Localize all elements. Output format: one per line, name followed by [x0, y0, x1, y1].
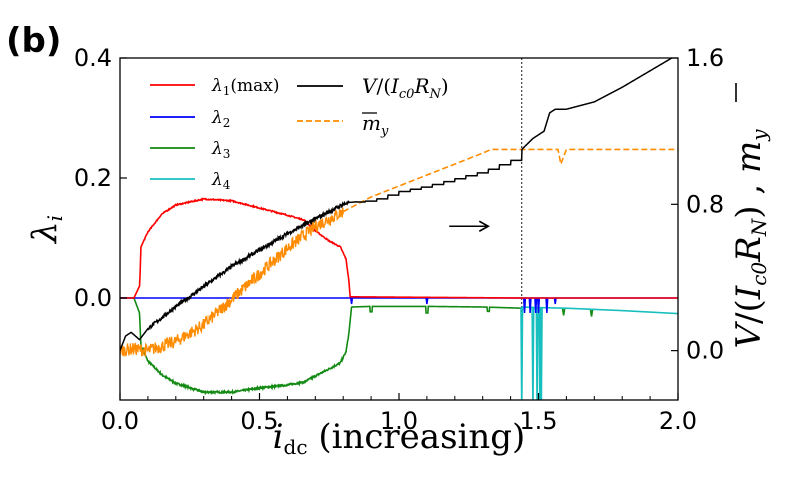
y-right-axis-title: V/(Ic0RN) , my	[729, 129, 771, 349]
my-series-dashed	[342, 148, 678, 213]
y-right-tick-label: 0.0	[686, 337, 724, 365]
legend-label-lambda1: λ1(max)	[211, 76, 280, 98]
axes: 0.0 0.5 1.0 1.5 2.0 0.0 0.2 0.4 0.0 0.8 1.6 idc (in…	[25, 44, 771, 459]
x-tick-label: 2.0	[659, 407, 697, 435]
y-right-tick-label: 1.6	[686, 44, 724, 72]
x-tick-label: 1.0	[380, 407, 418, 435]
lambda4-series-line	[521, 306, 678, 315]
plot-area	[120, 58, 678, 400]
plot-frame	[119, 57, 679, 401]
panel-label: (b)	[6, 21, 61, 61]
voltage-series-line	[120, 58, 674, 351]
lambda4-dip-2	[531, 307, 535, 400]
lambda3-series-line	[120, 297, 522, 396]
y-right-tick-label: 0.8	[686, 190, 724, 218]
direction-arrow-head	[478, 220, 490, 232]
lambda1-series-line	[120, 197, 678, 299]
legend-label-my: my	[362, 111, 389, 139]
legend-label-voltage: V/(Ic0RN)	[362, 74, 449, 102]
lambda4-dip-3	[535, 307, 539, 400]
lambda2-spike-4	[528, 297, 532, 314]
legend-label-lambda2: λ2	[211, 108, 230, 130]
legend-label-lambda4: λ4	[211, 170, 231, 192]
legend-label-lambda3: λ3	[211, 139, 230, 161]
x-tick-label: 1.5	[519, 407, 557, 435]
legend: λ1(max) λ2 λ3 λ4 V/(Ic0RN) my	[150, 74, 449, 192]
lambda2-spike-7	[545, 297, 549, 314]
lambda2-spike-2	[425, 297, 429, 305]
y-left-tick-label: 0.0	[74, 284, 112, 312]
lambda4-dip-1	[520, 306, 524, 400]
x-axis-title: idc (increasing)	[273, 417, 526, 459]
x-tick-label: 0.5	[240, 407, 278, 435]
x-tick-label: 0.0	[101, 407, 139, 435]
lambda3-spike-2	[589, 309, 594, 317]
lambda2-spike-8	[553, 297, 557, 305]
y-left-tick-label: 0.4	[74, 44, 112, 72]
lambda2-spike-3	[522, 297, 527, 314]
lambda4-dip-5	[539, 307, 543, 400]
lambda2-spike-1	[349, 297, 354, 305]
lambda3-spike-1	[561, 308, 566, 316]
y-left-axis-title: λi	[25, 215, 67, 245]
my-series-noisy	[120, 207, 344, 357]
series-group	[120, 58, 678, 400]
lambda2-spike-6	[536, 297, 541, 314]
lambda2-spike-5	[534, 297, 538, 314]
y-left-tick-label: 0.2	[74, 164, 112, 192]
